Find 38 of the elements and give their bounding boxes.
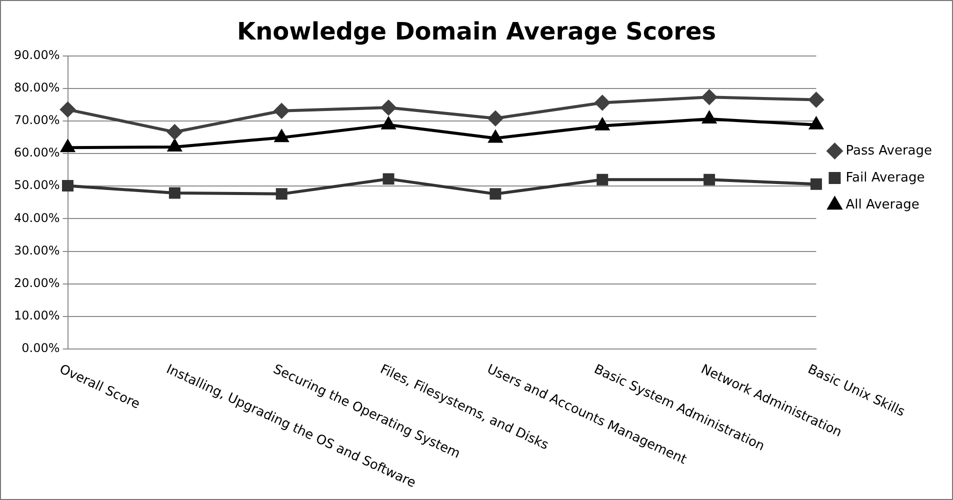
point [60, 102, 76, 118]
y-tick-label: 80.00% [14, 80, 60, 95]
point [488, 110, 503, 126]
point [488, 130, 502, 143]
y-tick-label: 10.00% [14, 308, 60, 323]
point [702, 90, 717, 105]
point [168, 140, 182, 152]
y-tick-label: 20.00% [14, 276, 60, 290]
point [810, 178, 822, 190]
point [596, 174, 608, 186]
point [61, 140, 74, 152]
point [168, 187, 180, 199]
point [62, 180, 74, 192]
point [167, 124, 182, 140]
y-tick-label: 70.00% [14, 113, 60, 128]
point [594, 95, 610, 110]
point [382, 173, 394, 185]
y-tick-label: 60.00% [14, 146, 60, 160]
legend-label: Pass Average [846, 143, 932, 158]
y-tick-label: 90.00% [14, 48, 60, 62]
y-tick-label: 30.00% [14, 243, 60, 258]
y-tick-label: 0.00% [22, 341, 60, 356]
point [381, 100, 396, 116]
point [274, 130, 288, 142]
legend-label: All Average [846, 197, 920, 212]
point [382, 117, 396, 130]
point [596, 118, 610, 130]
point [274, 103, 290, 118]
point [808, 92, 824, 108]
point [276, 188, 288, 200]
chart-title: Knowledge Domain Average Scores [236, 18, 716, 46]
y-tick-label: 40.00% [14, 210, 60, 225]
point [704, 174, 716, 186]
point [810, 117, 823, 130]
point [702, 112, 716, 124]
y-tick-label: 50.00% [14, 178, 60, 192]
legend-label: Fail Average [846, 170, 925, 186]
point [490, 188, 502, 200]
